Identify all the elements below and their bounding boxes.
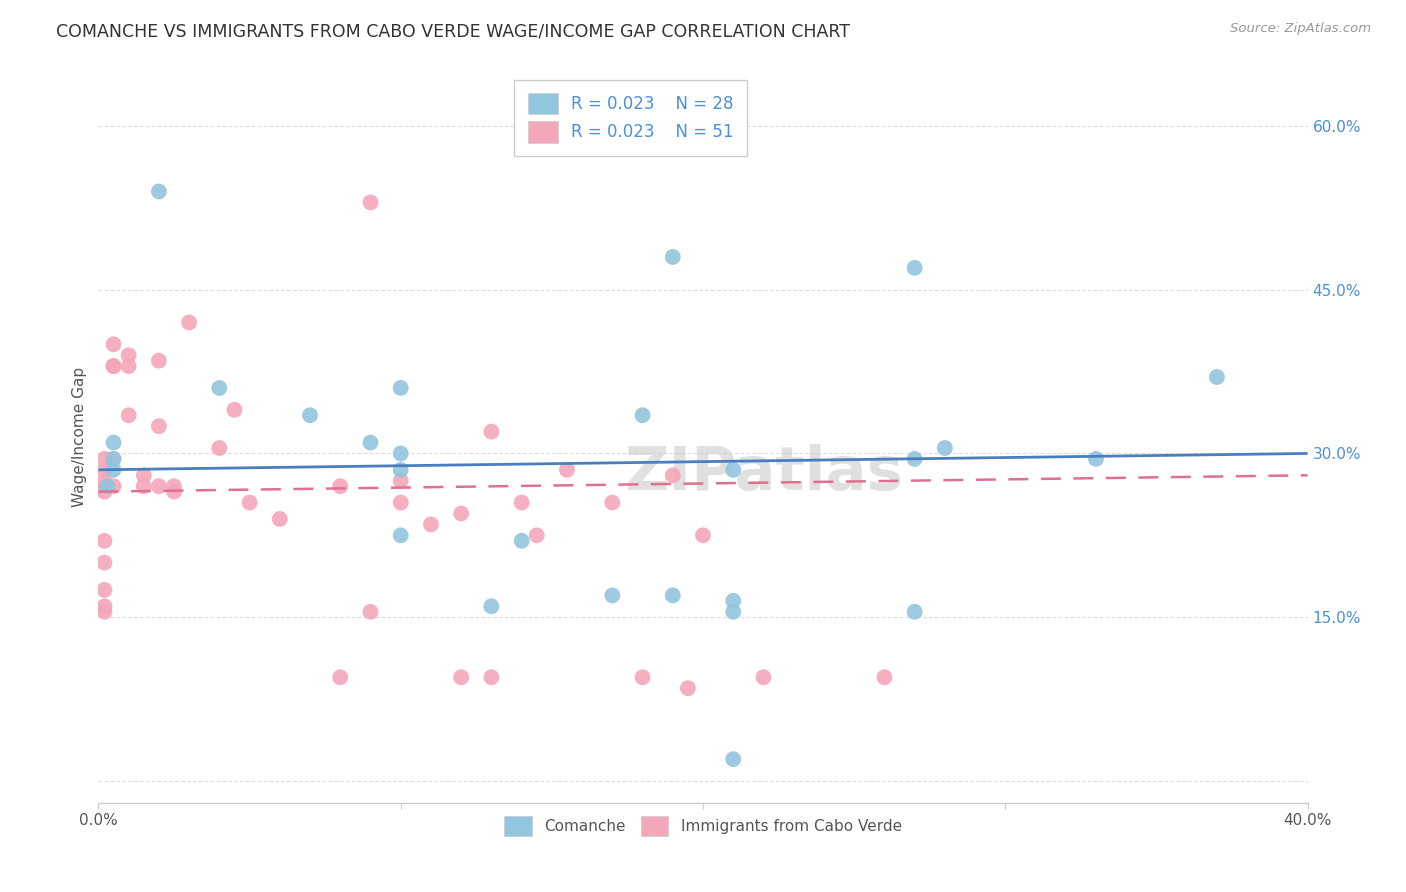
Point [389, 446, 412, 460]
Point [389, 474, 412, 488]
Point [389, 528, 412, 542]
Point [481, 425, 503, 439]
Point [118, 348, 141, 362]
Legend: Comanche, Immigrants from Cabo Verde: Comanche, Immigrants from Cabo Verde [494, 805, 912, 847]
Point [481, 670, 503, 684]
Point [163, 484, 186, 499]
Point [93, 582, 115, 597]
Point [676, 681, 699, 695]
Point [239, 495, 262, 509]
Point [208, 381, 231, 395]
Point [934, 441, 956, 455]
Point [481, 599, 503, 614]
Point [93, 533, 115, 548]
Point [93, 463, 115, 477]
Point [602, 588, 624, 602]
Point [93, 484, 115, 499]
Point [148, 479, 170, 493]
Point [555, 463, 578, 477]
Point [103, 359, 125, 373]
Point [148, 353, 170, 368]
Point [450, 670, 472, 684]
Point [93, 605, 115, 619]
Point [723, 605, 745, 619]
Point [299, 409, 322, 423]
Point [118, 409, 141, 423]
Point [118, 359, 141, 373]
Point [661, 588, 683, 602]
Point [723, 594, 745, 608]
Y-axis label: Wage/Income Gap: Wage/Income Gap [72, 367, 87, 508]
Point [329, 479, 352, 493]
Text: Source: ZipAtlas.com: Source: ZipAtlas.com [1230, 22, 1371, 36]
Point [132, 468, 155, 483]
Point [103, 337, 125, 351]
Point [148, 419, 170, 434]
Point [723, 463, 745, 477]
Point [904, 260, 927, 275]
Point [510, 533, 533, 548]
Point [752, 670, 775, 684]
Point [1206, 370, 1229, 384]
Point [389, 463, 412, 477]
Point [873, 670, 896, 684]
Point [360, 195, 382, 210]
Point [360, 435, 382, 450]
Point [163, 479, 186, 493]
Point [269, 512, 291, 526]
Point [224, 402, 246, 417]
Point [93, 556, 115, 570]
Text: COMANCHE VS IMMIGRANTS FROM CABO VERDE WAGE/INCOME GAP CORRELATION CHART: COMANCHE VS IMMIGRANTS FROM CABO VERDE W… [56, 22, 851, 40]
Point [526, 528, 548, 542]
Point [389, 495, 412, 509]
Point [103, 479, 125, 493]
Point [208, 441, 231, 455]
Point [631, 409, 654, 423]
Point [329, 670, 352, 684]
Point [93, 451, 115, 466]
Point [93, 479, 115, 493]
Point [602, 495, 624, 509]
Point [96, 479, 118, 493]
Point [510, 495, 533, 509]
Point [450, 507, 472, 521]
Text: ZIPatlas: ZIPatlas [624, 444, 903, 503]
Point [904, 605, 927, 619]
Point [661, 250, 683, 264]
Point [661, 468, 683, 483]
Point [692, 528, 714, 542]
Point [103, 435, 125, 450]
Point [179, 315, 201, 329]
Point [420, 517, 443, 532]
Point [93, 474, 115, 488]
Point [904, 451, 927, 466]
Point [631, 670, 654, 684]
Point [1085, 451, 1108, 466]
Point [103, 463, 125, 477]
Point [132, 479, 155, 493]
Point [723, 752, 745, 766]
Point [103, 451, 125, 466]
Point [93, 599, 115, 614]
Point [389, 381, 412, 395]
Point [360, 605, 382, 619]
Point [148, 185, 170, 199]
Point [103, 451, 125, 466]
Point [103, 359, 125, 373]
